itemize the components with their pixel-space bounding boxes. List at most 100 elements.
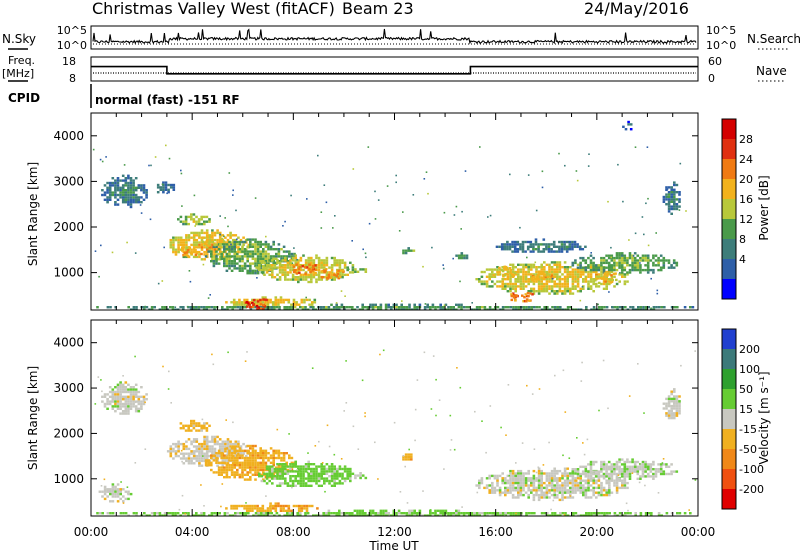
- data-cell: [631, 268, 634, 272]
- data-cell: [249, 243, 252, 246]
- data-cell: [217, 471, 221, 474]
- data-cell: [545, 263, 549, 266]
- data-cell: [256, 504, 259, 508]
- data-cell: [182, 447, 186, 451]
- data-cell: [646, 256, 650, 260]
- data-cell: [268, 264, 271, 267]
- data-cell: [489, 405, 492, 407]
- data-cell: [526, 384, 528, 387]
- data-cell: [400, 306, 403, 309]
- data-cell: [281, 465, 284, 468]
- data-cell: [569, 481, 572, 485]
- data-cell: [379, 353, 381, 356]
- data-cell: [238, 456, 242, 460]
- data-cell: [584, 475, 588, 478]
- data-cell: [291, 256, 295, 260]
- data-cell: [320, 465, 323, 468]
- data-cell: [341, 482, 344, 485]
- data-cell: [237, 250, 240, 254]
- data-cell: [218, 231, 222, 235]
- data-cell: [509, 290, 512, 293]
- data-cell: [197, 250, 201, 254]
- data-cell: [535, 270, 538, 274]
- data-cell: [343, 477, 347, 480]
- data-cell: [597, 277, 600, 280]
- data-cell: [114, 196, 117, 199]
- data-cell: [294, 477, 297, 480]
- data-cell: [576, 278, 580, 281]
- data-cell: [286, 273, 290, 276]
- data-cell: [633, 465, 637, 468]
- data-cell: [335, 308, 338, 310]
- data-cell: [325, 514, 328, 516]
- data-cell: [522, 474, 525, 478]
- data-cell: [116, 398, 120, 401]
- data-cell: [162, 188, 165, 191]
- data-cell: [246, 466, 249, 469]
- data-cell: [587, 474, 590, 478]
- data-cell: [215, 260, 218, 263]
- data-cell: [435, 378, 437, 381]
- data-cell: [338, 261, 342, 264]
- data-cell: [233, 252, 236, 256]
- data-cell: [538, 271, 541, 274]
- data-cell: [224, 241, 227, 244]
- data-cell: [460, 228, 462, 230]
- data-cell: [592, 308, 596, 310]
- data-cell: [452, 306, 455, 309]
- data-cell: [265, 268, 269, 272]
- data-cell: [566, 491, 569, 494]
- data-cell: [536, 273, 540, 277]
- data-cell: [288, 250, 291, 253]
- data-cell: [256, 243, 260, 246]
- data-cell: [571, 275, 575, 278]
- data-cell: [359, 472, 362, 475]
- data-cell: [644, 460, 647, 464]
- data-cell: [609, 278, 613, 282]
- data-cell: [590, 308, 593, 310]
- data-cell: [553, 484, 556, 487]
- data-cell: [299, 268, 303, 272]
- data-cell: [390, 308, 393, 310]
- data-cell: [203, 438, 206, 441]
- data-cell: [174, 306, 177, 308]
- data-cell: [126, 492, 129, 495]
- data-cell: [543, 275, 546, 278]
- data-cell: [213, 238, 217, 242]
- data-cell: [238, 464, 242, 467]
- data-cell: [203, 422, 206, 425]
- data-cell: [667, 203, 671, 206]
- data-cell: [618, 479, 621, 482]
- data-cell: [465, 512, 468, 515]
- data-cell: [673, 390, 676, 393]
- data-cell: [522, 268, 525, 271]
- data-cell: [267, 306, 271, 309]
- data-cell: [205, 308, 208, 310]
- data-cell: [271, 276, 274, 279]
- data-cell: [558, 280, 562, 283]
- data-cell: [407, 455, 410, 459]
- data-cell: [226, 462, 230, 465]
- data-cell: [124, 191, 128, 194]
- data-cell: [215, 250, 218, 253]
- data-cell: [265, 467, 269, 471]
- data-cell: [488, 275, 491, 278]
- data-cell: [548, 292, 551, 295]
- velocity-xlabel: Time UT: [368, 539, 419, 553]
- data-cell: [550, 493, 554, 497]
- data-cell: [480, 275, 484, 278]
- data-cell: [184, 218, 188, 221]
- data-cell: [628, 256, 632, 260]
- data-cell: [626, 264, 629, 267]
- data-cell: [566, 481, 569, 485]
- data-cell: [527, 174, 530, 176]
- data-cell: [618, 256, 621, 260]
- data-cell: [576, 472, 580, 476]
- data-cell: [286, 512, 289, 515]
- data-cell: [303, 301, 306, 304]
- data-cell: [543, 481, 546, 485]
- data-cell: [416, 514, 419, 516]
- data-cell: [296, 512, 299, 515]
- data-cell: [289, 479, 292, 483]
- data-cell: [545, 472, 549, 475]
